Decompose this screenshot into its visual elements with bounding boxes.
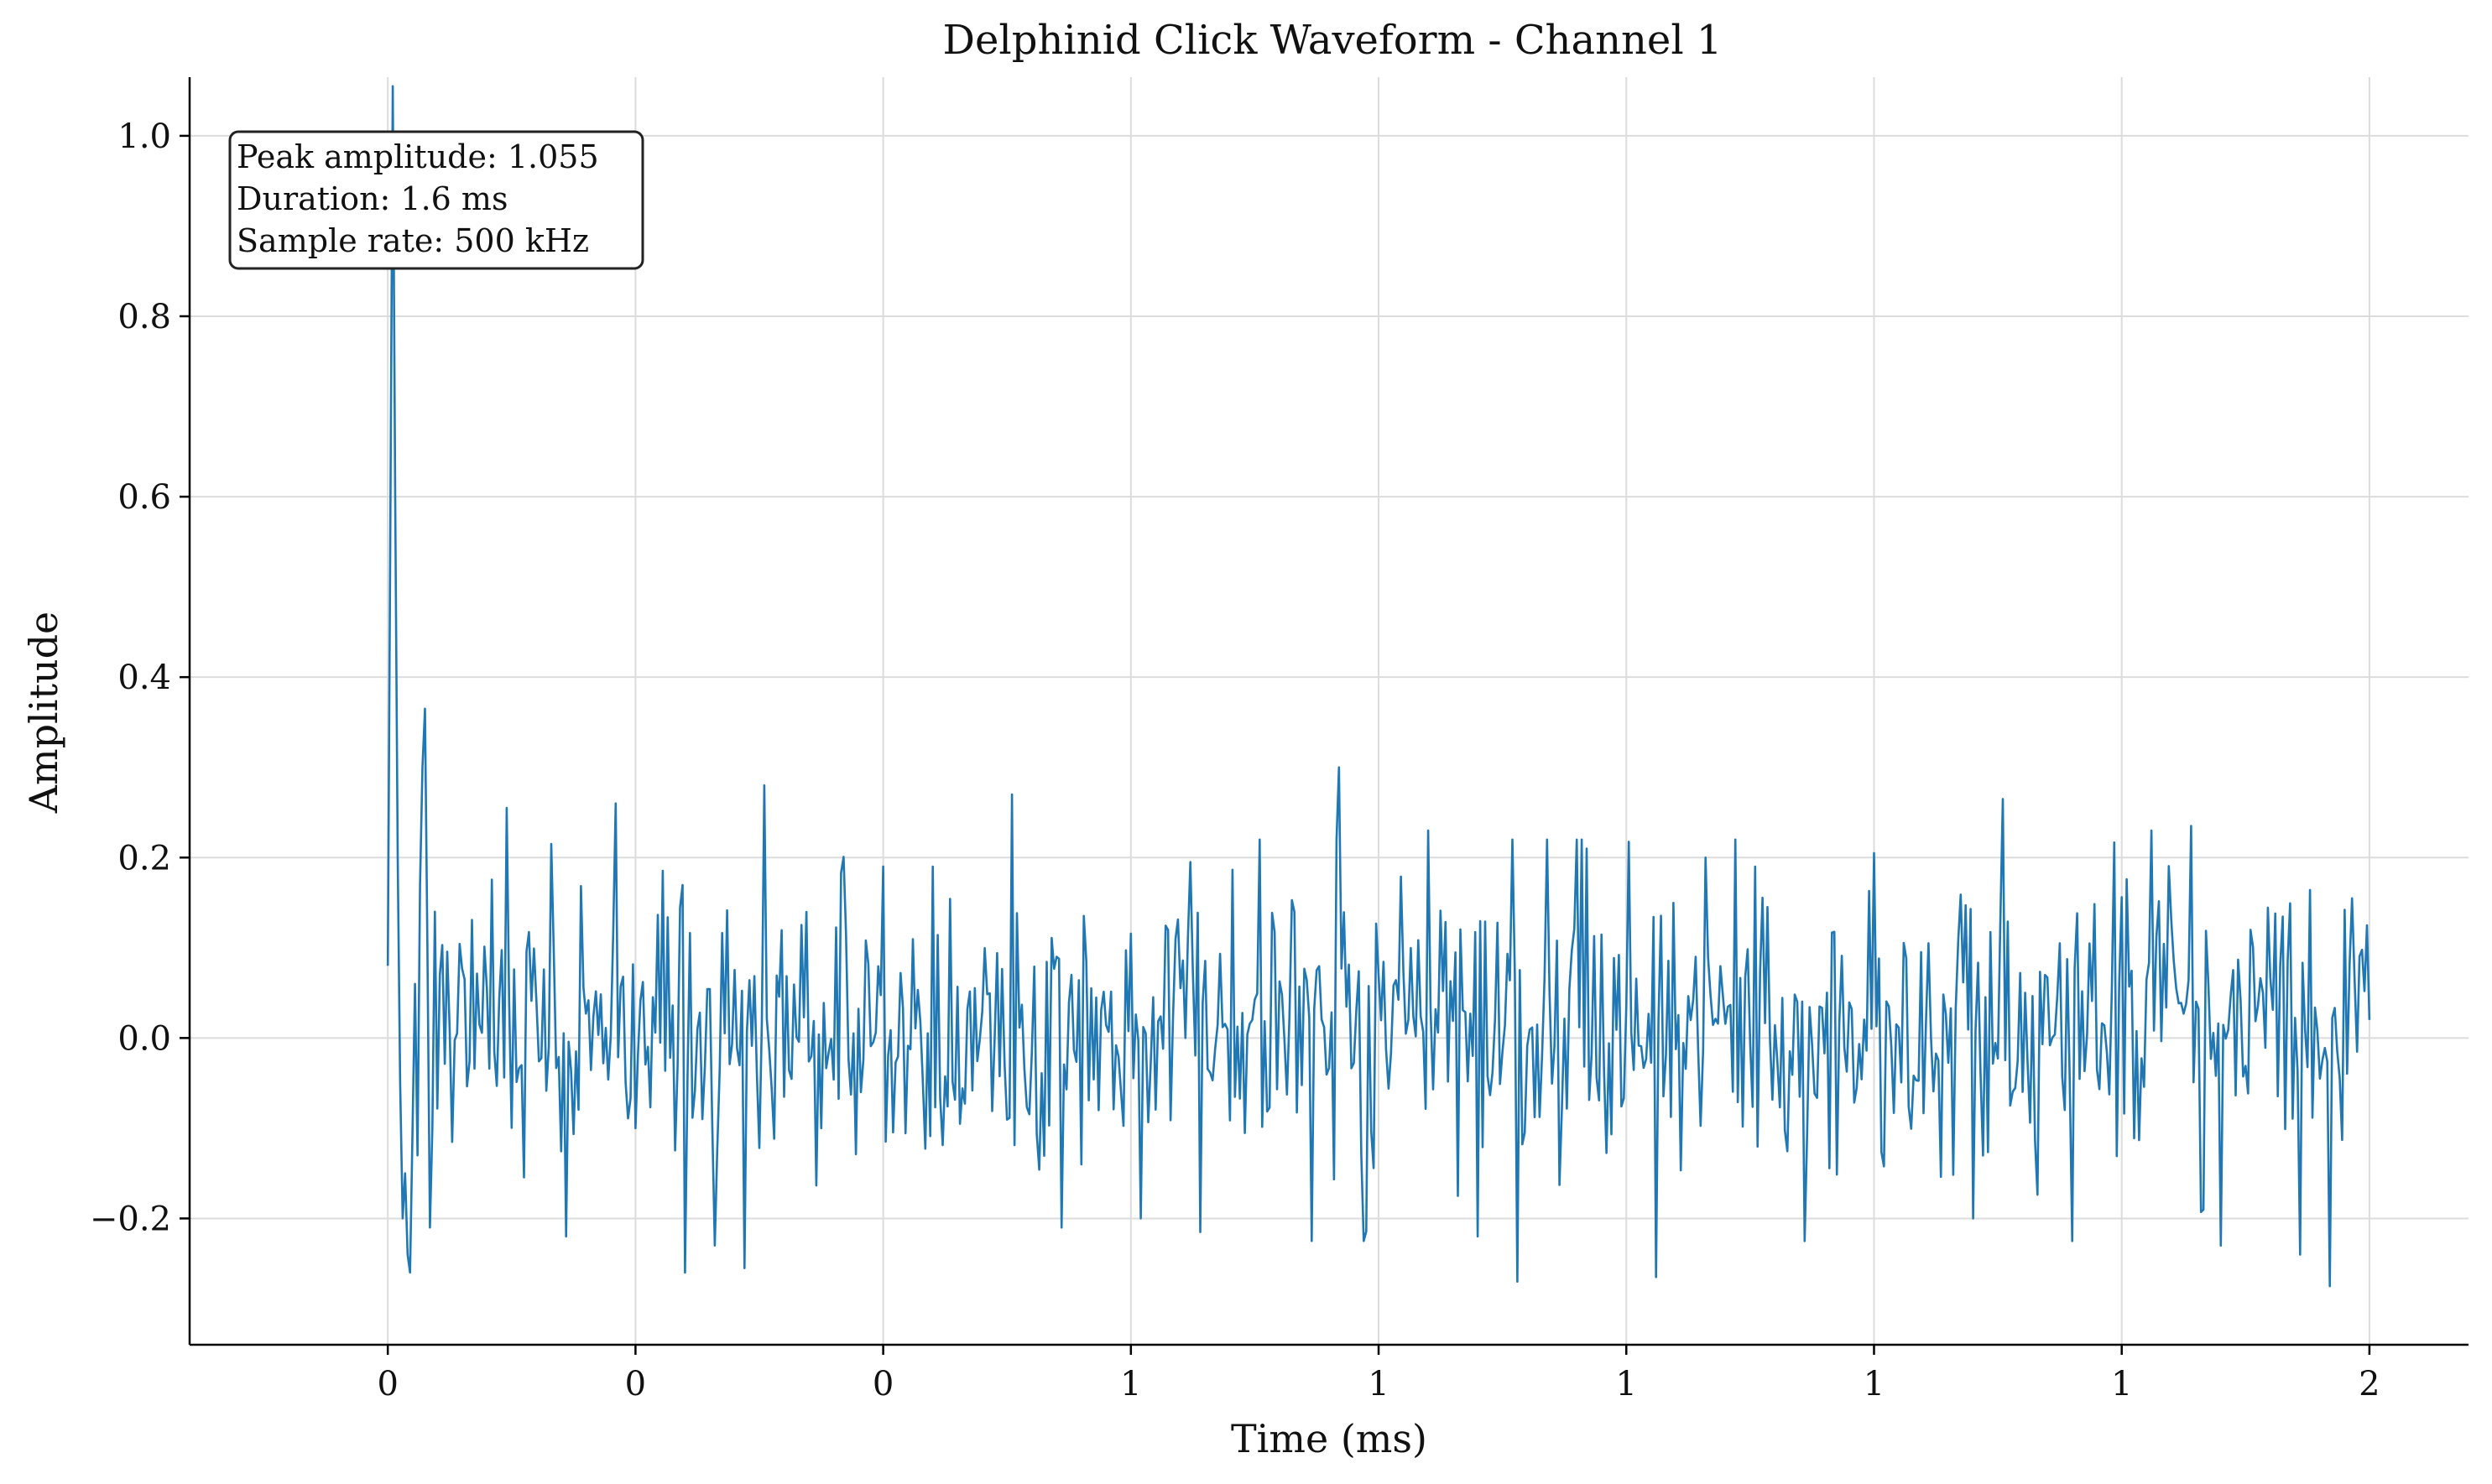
x-tick-label: 2 (2359, 1365, 2380, 1403)
y-tick-label: 0.0 (117, 1019, 171, 1058)
plot-area (386, 85, 2371, 1288)
chart-title: Delphinid Click Waveform - Channel 1 (943, 17, 1723, 64)
x-tick-label: 0 (377, 1365, 398, 1403)
y-axis-ticks: −0.2 0.0 0.2 0.4 0.6 0.8 1.0 (90, 117, 190, 1238)
x-tick-label: 1 (1120, 1365, 1141, 1403)
x-axis-ticks: 0 0 0 1 1 1 1 1 2 (377, 1345, 2380, 1403)
y-tick-label: 0.8 (117, 298, 171, 336)
x-tick-label: 1 (2111, 1365, 2132, 1403)
annotation-box: Peak amplitude: 1.055 Duration: 1.6 ms S… (228, 130, 644, 270)
y-tick-label: 0.4 (117, 659, 171, 697)
annotation-duration: Duration: 1.6 ms (237, 180, 508, 217)
x-axis-title: Time (ms) (1231, 1416, 1427, 1461)
x-tick-label: 1 (1616, 1365, 1637, 1403)
x-tick-label: 1 (1368, 1365, 1389, 1403)
annotation-peak-amplitude: Peak amplitude: 1.055 (237, 138, 599, 175)
y-tick-label: −0.2 (90, 1200, 171, 1238)
grid-lines (190, 77, 2469, 1345)
y-tick-label: 0.2 (117, 839, 171, 877)
x-tick-label: 0 (625, 1365, 646, 1403)
y-tick-label: 0.6 (117, 478, 171, 517)
x-tick-label: 0 (873, 1365, 894, 1403)
annotation-frame (228, 130, 644, 270)
annotation-sample-rate: Sample rate: 500 kHz (237, 222, 589, 259)
y-axis-title: Amplitude (21, 612, 66, 815)
waveform-series-line (386, 85, 2371, 1288)
y-tick-label: 1.0 (117, 117, 171, 156)
x-tick-label: 1 (1864, 1365, 1885, 1403)
